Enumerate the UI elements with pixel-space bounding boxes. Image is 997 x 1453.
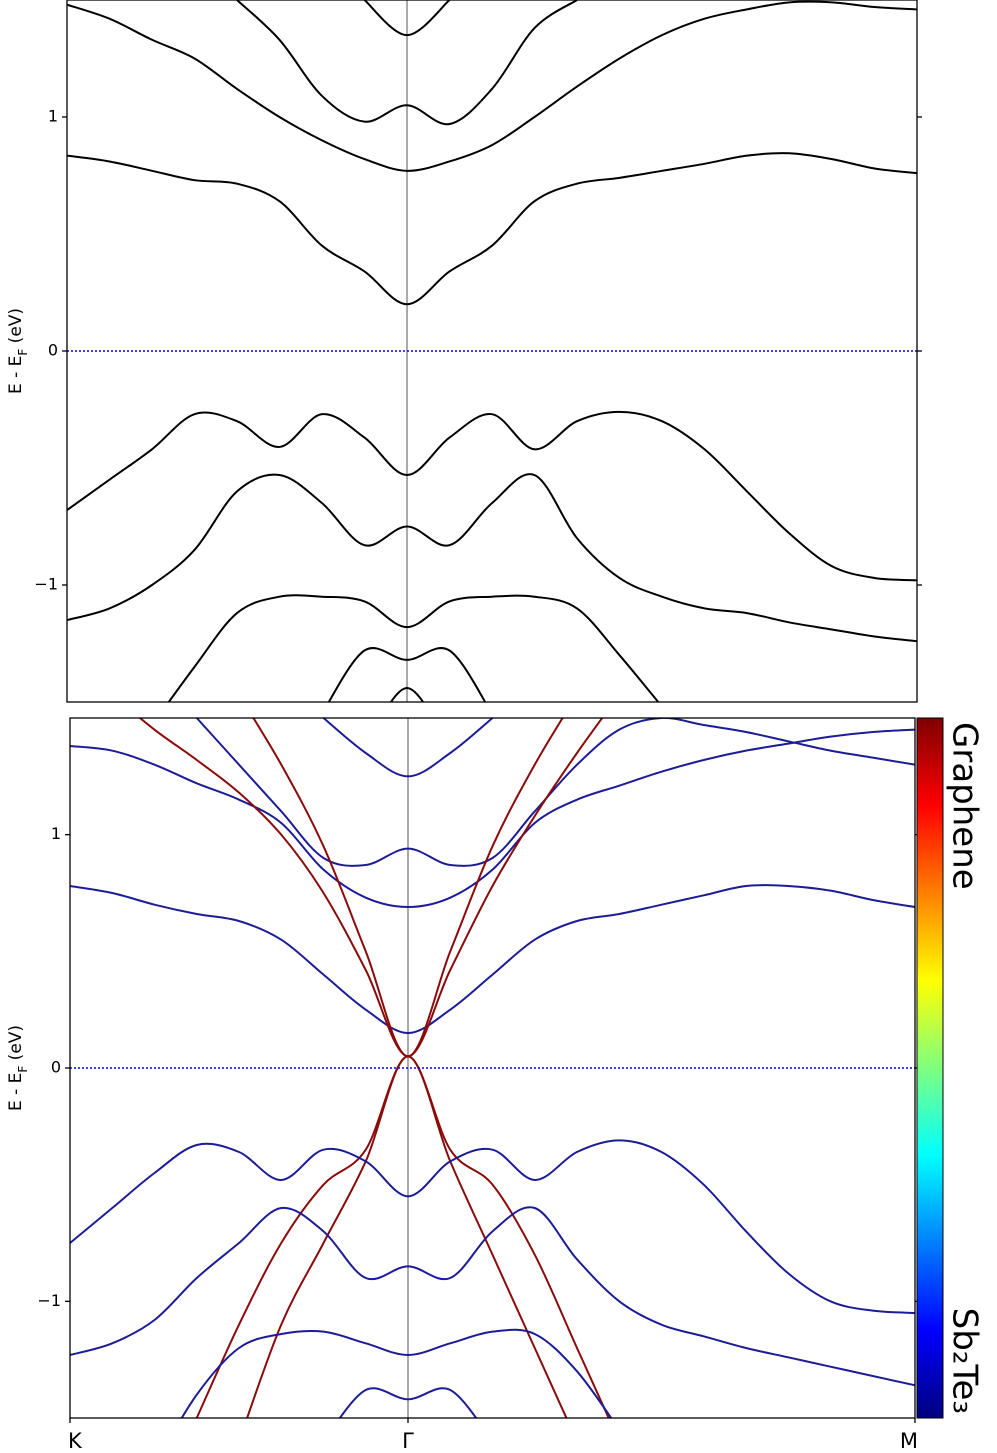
band-line xyxy=(236,0,578,126)
band-line xyxy=(389,686,425,702)
band-line xyxy=(67,473,917,643)
band-line xyxy=(67,152,917,306)
plot-area xyxy=(70,718,915,1418)
band-line xyxy=(67,410,917,582)
plot-frame xyxy=(69,717,916,1419)
y-axis-label: E - EF (eV) xyxy=(6,308,30,394)
y-axis-label-part: (eV) xyxy=(6,308,26,349)
colorbar xyxy=(916,717,944,1419)
y-tick-label: −1 xyxy=(34,575,58,594)
band-line xyxy=(70,728,915,909)
y-axis-label: E - EF (eV) xyxy=(6,1025,30,1111)
band-line xyxy=(70,884,915,1035)
x-tick-label: Γ xyxy=(402,1429,414,1453)
y-tick-label: 0 xyxy=(48,341,58,360)
band-line xyxy=(167,594,660,702)
band-line xyxy=(246,1055,568,1418)
y-axis-label-part: E - E xyxy=(6,1073,26,1111)
band-line xyxy=(70,1206,915,1387)
y-tick-label: 1 xyxy=(48,107,58,126)
band-line xyxy=(70,1139,915,1314)
y-axis-label-part: F xyxy=(16,1066,30,1073)
y-axis-label-part: E - E xyxy=(6,356,26,394)
band-line xyxy=(67,0,917,172)
colorbar-label-bottom: Sb₂Te₃ xyxy=(945,1308,985,1414)
y-axis-label-part: F xyxy=(16,349,30,356)
band-line xyxy=(138,718,604,1058)
band-line xyxy=(196,718,915,867)
band-line xyxy=(338,1387,478,1418)
band-line xyxy=(327,647,487,702)
plot-area xyxy=(67,0,917,702)
y-tick-label: 0 xyxy=(51,1058,61,1077)
y-tick-label: 1 xyxy=(51,824,61,843)
band-line xyxy=(322,718,494,778)
x-tick-label: M xyxy=(900,1429,918,1453)
band-line xyxy=(180,1328,613,1418)
y-axis-label-part: (eV) xyxy=(6,1025,26,1066)
colorbar-label-top: Graphene xyxy=(945,722,985,890)
y-tick-label: −1 xyxy=(37,1291,61,1310)
x-tick-label: K xyxy=(68,1429,83,1453)
band-line xyxy=(363,0,451,37)
